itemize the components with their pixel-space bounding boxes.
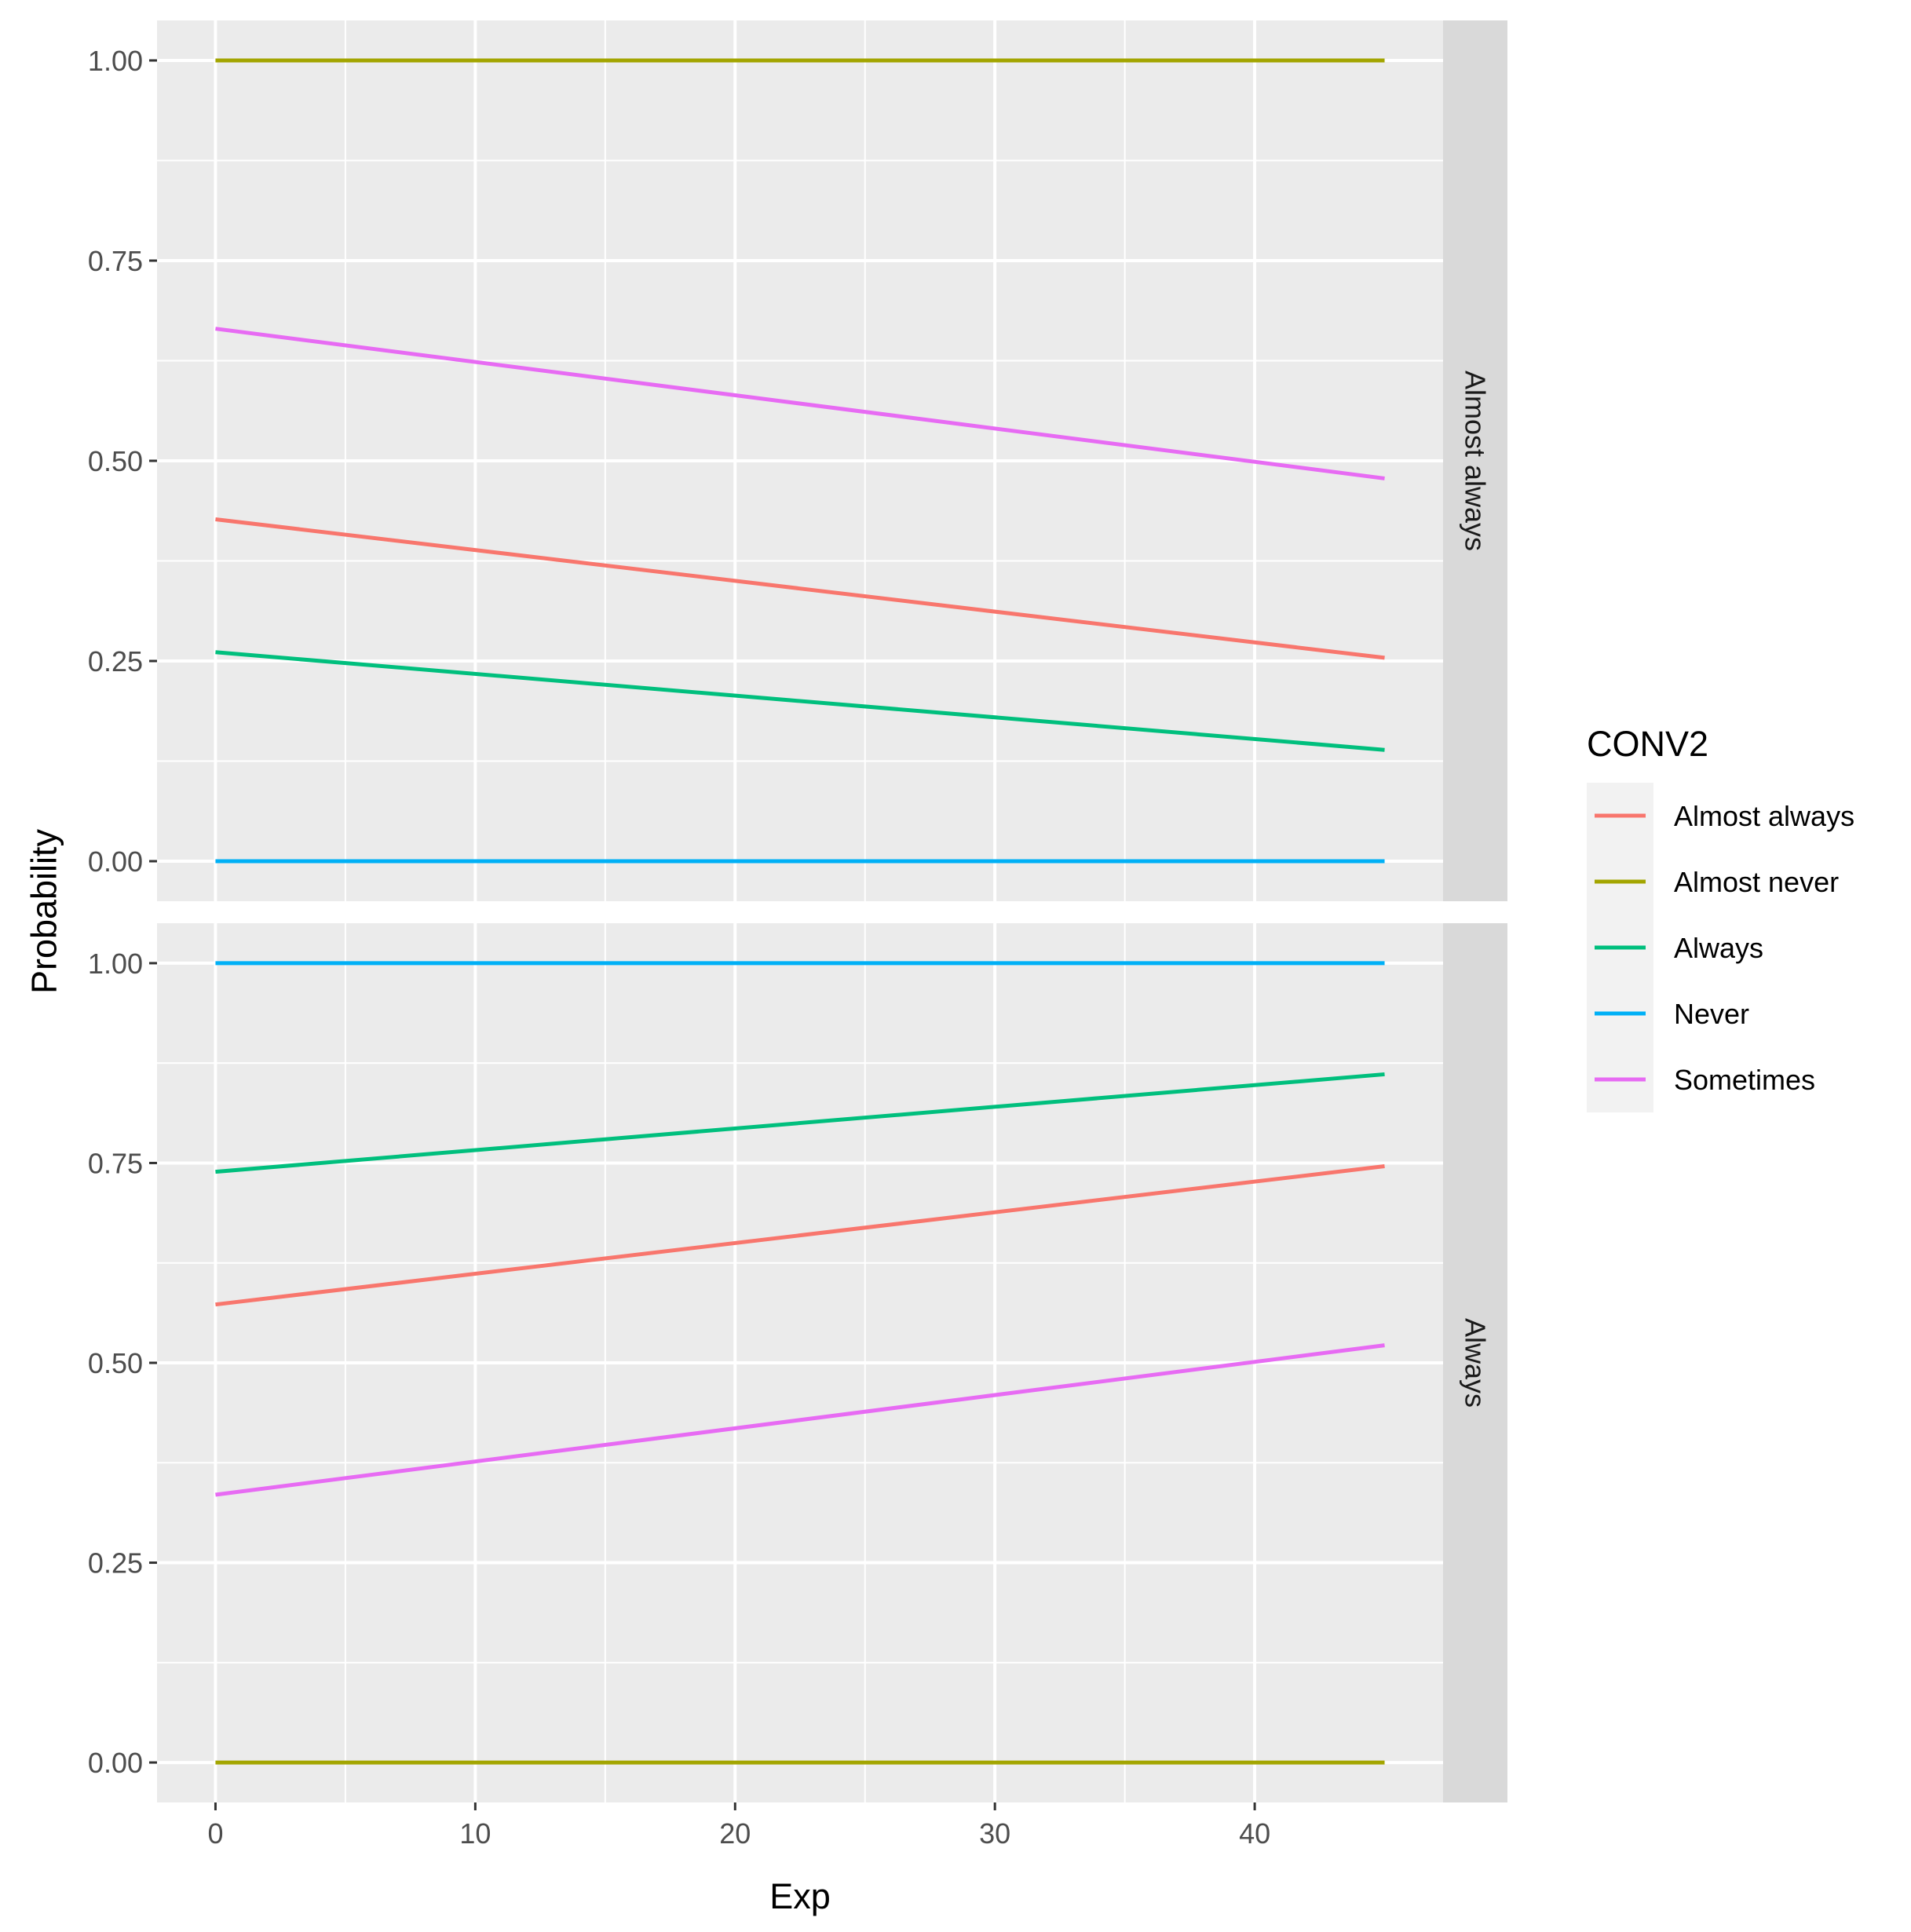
y-tick-label: 0.75 <box>88 245 143 277</box>
legend-items: Almost always Almost never Always Never Some… <box>1595 800 1854 1096</box>
legend-label: Always <box>1674 932 1763 964</box>
y-tick-label: 0.25 <box>88 1547 143 1580</box>
series-line <box>215 1164 1385 1307</box>
x-tick-label: 20 <box>719 1817 751 1850</box>
chart-panels: 0.00 0.25 0.50 0.75 1.00 Almost always 0.00 0.2… <box>88 20 1507 1802</box>
facet-panel: 0.00 0.25 0.50 0.75 1.00 Always <box>88 923 1507 1802</box>
facet-panel: 0.00 0.25 0.50 0.75 1.00 Almost always <box>88 20 1507 901</box>
x-tick-label: 40 <box>1239 1817 1270 1850</box>
series-line <box>215 1072 1385 1174</box>
y-tick-label: 0.50 <box>88 445 143 477</box>
legend-title: CONV2 <box>1587 724 1708 764</box>
series-line <box>215 650 1385 752</box>
x-tick-label: 10 <box>459 1817 491 1850</box>
facet-strip <box>1443 923 1507 1802</box>
series-line <box>215 517 1385 660</box>
x-tick-label: 0 <box>207 1817 223 1850</box>
y-tick-label: 1.00 <box>88 45 143 77</box>
y-tick-label: 0.00 <box>88 845 143 878</box>
facet-strip-label: Almost always <box>1460 371 1492 551</box>
legend-label: Sometimes <box>1674 1064 1815 1096</box>
legend: CONV2 Almost always Almost never Always Nev… <box>1587 724 1854 1112</box>
x-tick-label: 30 <box>979 1817 1010 1850</box>
legend-label: Almost always <box>1674 800 1854 832</box>
x-axis-title: Exp <box>769 1876 831 1916</box>
x-axis: 0 10 20 30 40 <box>207 1802 1270 1850</box>
legend-label: Almost never <box>1674 866 1839 898</box>
y-tick-label: 0.50 <box>88 1347 143 1379</box>
y-tick-label: 0.00 <box>88 1747 143 1779</box>
facet-strip <box>1443 20 1507 901</box>
facet-strip-label: Always <box>1460 1318 1492 1408</box>
y-axis-title: Probability <box>24 828 64 994</box>
legend-label: Never <box>1674 998 1749 1030</box>
series-line <box>215 1343 1385 1497</box>
y-tick-label: 0.25 <box>88 645 143 677</box>
series-line <box>215 327 1385 480</box>
y-tick-label: 0.75 <box>88 1147 143 1179</box>
y-tick-label: 1.00 <box>88 948 143 980</box>
